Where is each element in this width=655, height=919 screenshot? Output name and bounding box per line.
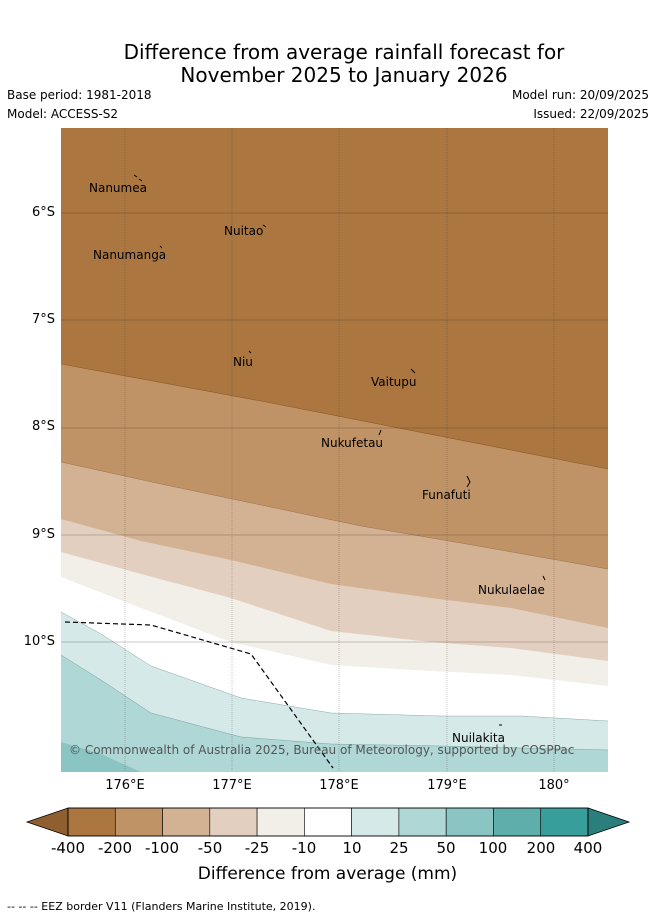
cbar-tick-8: 50 [436,839,456,857]
colorbar-cell-3 [209,807,258,837]
cbar-tick-3: -50 [197,839,223,857]
place-nuilakita: Nuilakita [452,731,505,745]
lat-label-10s: 10°S [23,634,55,649]
place-niu: Niu [233,355,253,369]
colorbar-cell-6 [351,807,400,837]
cbar-tick-9: 100 [478,839,508,857]
colorbar-cell-7 [398,807,447,837]
eez-border [64,621,334,769]
colorbar-cell-1 [114,807,163,837]
niu-outline [248,350,252,354]
title-line-1: Difference from average rainfall forecas… [123,40,565,64]
map-title: Difference from average rainfall forecas… [0,41,655,87]
colorbar-cell-2 [162,807,211,837]
place-nukufetau: Nukufetau [321,436,384,450]
vaitupu-outline [410,368,416,374]
place-nuitao: Nuitao [224,224,264,238]
colorbar-cell-5 [304,807,352,837]
model-run: Model run: 20/09/2025 [511,88,649,102]
eez-footnote: -- -- -- EEZ border V11 (Flanders Marine… [7,900,316,913]
colorbar-cell-9 [493,807,542,837]
place-nanumea: Nanumea [89,181,147,195]
nuitao-outline [262,224,267,228]
cbar-tick-5: -10 [291,839,317,857]
lat-label-9s: 9°S [31,527,55,542]
nukulaelae-outline [542,575,546,581]
cbar-tick-0: -400 [50,839,86,857]
place-nanumanga: Nanumanga [93,248,167,262]
contour-line-25 [61,654,608,751]
place-funafuti: Funafuti [422,488,471,502]
band-50-to-100 [61,742,141,772]
contour-line-10 [61,611,608,722]
cbar-tick-2: -100 [144,839,180,857]
colorbar-cell-4 [256,807,305,837]
nukufetau-outline [378,429,382,436]
cbar-tick-10: 200 [526,839,556,857]
lon-label-178e: 178°E [319,778,359,793]
funafuti-outline [466,475,471,488]
nanumea-outline [133,174,143,182]
colorbar-cells [67,807,589,837]
nanumanga-outline [159,245,163,249]
lon-label-179e: 179°E [427,778,467,793]
contour-line-100 [61,461,608,570]
cbar-tick-11: 400 [573,839,603,857]
title-line-2: November 2025 to January 2026 [180,63,508,87]
place-vaitupu: Vaitupu [371,375,417,389]
cbar-tick-6: 10 [342,839,362,857]
colorbar-extend-low [25,807,69,837]
map-canvas [61,128,608,772]
copyright-notice: © Commonwealth of Australia 2025, Bureau… [69,743,575,757]
colorbar-cell-8 [445,807,494,837]
issued-date: Issued: 22/09/2025 [533,107,649,121]
lat-label-6s: 6°S [31,205,55,220]
lon-label-176e: 176°E [105,778,145,793]
lon-label-180: 180° [538,778,570,793]
cbar-tick-7: 25 [389,839,409,857]
lon-label-177e: 177°E [212,778,252,793]
cbar-tick-1: -200 [97,839,133,857]
lat-label-8s: 8°S [31,419,55,434]
colorbar-cell-10 [540,807,589,837]
cbar-tick-4: -25 [244,839,270,857]
base-period: Base period: 1981-2018 [7,88,152,102]
colorbar-frame [67,807,589,837]
band-25-to-50 [61,655,608,772]
colorbar-extend-high [587,807,631,837]
contour-line-200 [61,363,608,470]
colorbar-title: Difference from average (mm) [197,864,458,884]
model-name: Model: ACCESS-S2 [7,107,119,121]
place-nukulaelae: Nukulaelae [478,583,545,597]
colorbar [25,807,631,837]
rainfall-map: Nanumea Nuitao Nanumanga Niu Vaitupu Nuk… [61,128,608,772]
lat-label-7s: 7°S [31,312,55,327]
colorbar-cell-0 [67,807,116,837]
